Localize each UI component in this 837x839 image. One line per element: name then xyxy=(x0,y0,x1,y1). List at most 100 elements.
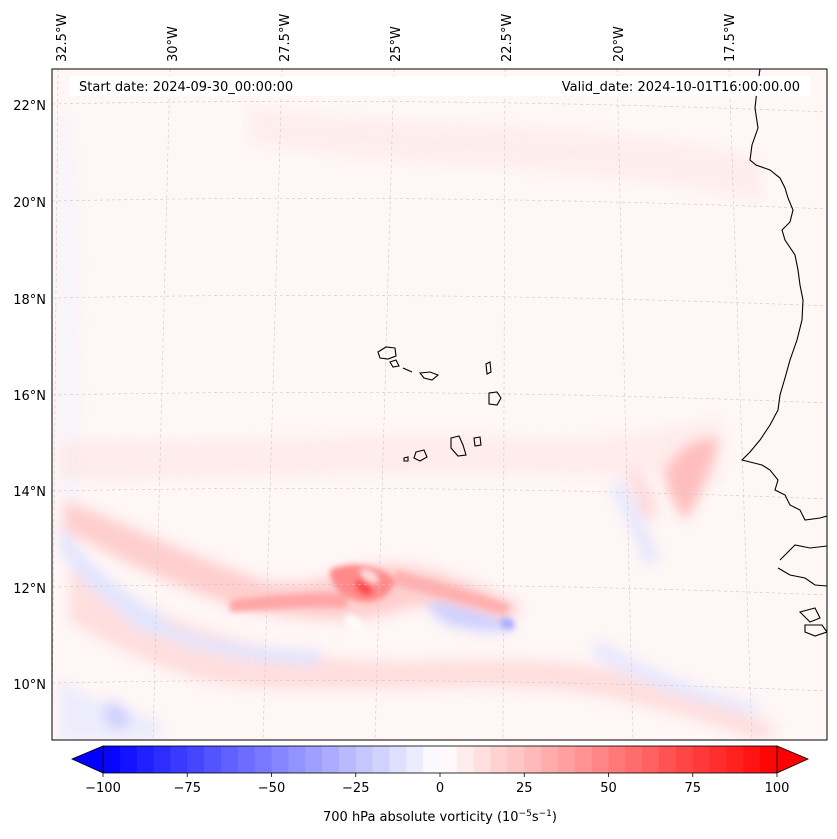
island-sao-vicente xyxy=(389,359,400,368)
colorbar-tick-label: 50 xyxy=(600,781,617,796)
latitude-labels: 22°N 20°N 18°N 16°N 14°N 12°N 10°N xyxy=(13,99,46,693)
colorbar-swatch xyxy=(490,746,508,773)
colorbar-swatch xyxy=(591,746,610,773)
colorbar-swatch xyxy=(473,746,492,773)
colorbar-swatch xyxy=(659,746,677,773)
meridian-30w xyxy=(152,69,171,740)
lat-label-10n: 10°N xyxy=(13,678,46,693)
meridian-22-5w xyxy=(502,69,506,740)
island-santiago xyxy=(450,435,467,457)
colorbar-swatch xyxy=(305,746,323,773)
island-sal xyxy=(485,361,492,375)
colorbar-extend-low xyxy=(70,745,104,774)
colorbar-swatch xyxy=(136,746,155,773)
colorbar-swatch xyxy=(625,746,643,773)
colorbar-swatch xyxy=(204,746,222,773)
map-frame xyxy=(51,68,828,741)
colorbar-swatch xyxy=(288,746,306,773)
colorbar-tick-label: 25 xyxy=(516,781,533,796)
colorbar-tick-label: −75 xyxy=(174,781,201,796)
lat-label-18n: 18°N xyxy=(13,293,46,308)
colorbar-swatch xyxy=(760,746,778,773)
colorbar-swatch xyxy=(608,746,626,773)
colorbar-tick-label: −100 xyxy=(85,781,121,796)
colorbar-swatch xyxy=(507,746,525,773)
meridian-27-5w xyxy=(262,69,283,740)
colorbar-swatch xyxy=(642,746,660,773)
gambia-senegal-coast xyxy=(777,544,827,637)
colorbar-swatch xyxy=(406,746,424,773)
colorbar-swatch xyxy=(355,746,374,773)
map-plot-area xyxy=(52,69,827,740)
colorbar-swatch xyxy=(237,746,256,773)
lon-label-22-5w: 22.5°W xyxy=(500,14,515,62)
lon-label-25w: 25°W xyxy=(389,26,404,62)
lon-label-17-5w: 17.5°W xyxy=(723,14,738,62)
colorbar-swatch xyxy=(170,746,188,773)
parallel-18n xyxy=(52,295,827,307)
lat-label-16n: 16°N xyxy=(13,389,46,404)
parallel-22n xyxy=(52,101,827,113)
meridian-20w xyxy=(616,69,634,740)
colorbar-swatch xyxy=(440,746,458,773)
colorbar-swatch xyxy=(574,746,593,773)
lat-label-20n: 20°N xyxy=(13,196,46,211)
parallel-10n xyxy=(52,680,827,692)
island-santo-antao xyxy=(377,346,397,360)
parallel-14n xyxy=(52,488,827,500)
island-boa-vista xyxy=(488,391,502,406)
start-date-annotation: Start date: 2024-09-30_00:00:00 xyxy=(79,80,293,95)
lat-label-12n: 12°N xyxy=(13,582,46,597)
colorbar-tick-label: 75 xyxy=(684,781,701,796)
island-maio xyxy=(473,436,482,447)
colorbar-label: 700 hPa absolute vorticity (10−5s−1) xyxy=(323,809,557,825)
colorbar-swatch xyxy=(456,746,475,773)
gridlines xyxy=(52,69,827,740)
colorbar-swatch xyxy=(692,746,711,773)
island-santa-luzia xyxy=(402,367,413,373)
colorbar-tick-label: 100 xyxy=(765,781,790,796)
colorbar-tick-label: −25 xyxy=(342,781,369,796)
meridian-25w xyxy=(374,69,395,740)
island-fogo xyxy=(413,449,428,462)
parallel-12n xyxy=(52,584,827,596)
parallel-16n xyxy=(52,392,827,404)
colorbar-swatch xyxy=(675,746,694,773)
colorbar-swatch xyxy=(743,746,761,773)
lon-label-30w: 30°W xyxy=(166,26,181,62)
colorbar-swatch xyxy=(372,746,391,773)
annotation-box xyxy=(70,76,810,96)
parallel-20n xyxy=(52,198,827,210)
colorbar-swatch xyxy=(103,746,121,773)
colorbar-ticks: −100 −75 −50 −25 0 25 50 75 100 xyxy=(85,773,789,796)
cape-verde-islands xyxy=(377,346,502,462)
colorbar-swatch xyxy=(271,746,289,773)
africa-coastline xyxy=(740,69,827,521)
vorticity-field xyxy=(60,100,780,740)
colorbar: −100 −75 −50 −25 0 25 50 75 100 700 hPa absolute… xyxy=(70,745,810,825)
island-sao-nicolau xyxy=(418,371,440,381)
colorbar-swatch xyxy=(153,746,171,773)
colorbar-swatch xyxy=(524,746,542,773)
colorbar-swatch xyxy=(709,746,728,773)
colorbar-swatch xyxy=(541,746,559,773)
colorbar-swatch xyxy=(726,746,744,773)
meridian-32-5w xyxy=(52,69,59,740)
island-brava xyxy=(403,456,409,462)
colorbar-swatch xyxy=(119,746,138,773)
colorbar-swatch xyxy=(322,746,340,773)
colorbar-swatch xyxy=(187,746,205,773)
colorbar-swatch xyxy=(220,746,239,773)
lon-label-32-5w: 32.5°W xyxy=(55,14,70,62)
longitude-labels: 32.5°W 30°W 27.5°W 25°W 22.5°W 20°W 17.5… xyxy=(55,14,738,62)
lon-label-27-5w: 27.5°W xyxy=(278,14,293,62)
colorbar-extend-high xyxy=(776,745,810,774)
colorbar-swatch xyxy=(423,746,441,773)
valid-date-annotation: Valid_date: 2024-10-01T16:00:00.00 xyxy=(562,80,800,95)
lat-label-22n: 22°N xyxy=(13,99,46,114)
colorbar-swatch xyxy=(254,746,273,773)
colorbar-tick-label: −50 xyxy=(258,781,285,796)
lat-label-14n: 14°N xyxy=(13,485,46,500)
meridian-17-5w xyxy=(728,69,753,740)
